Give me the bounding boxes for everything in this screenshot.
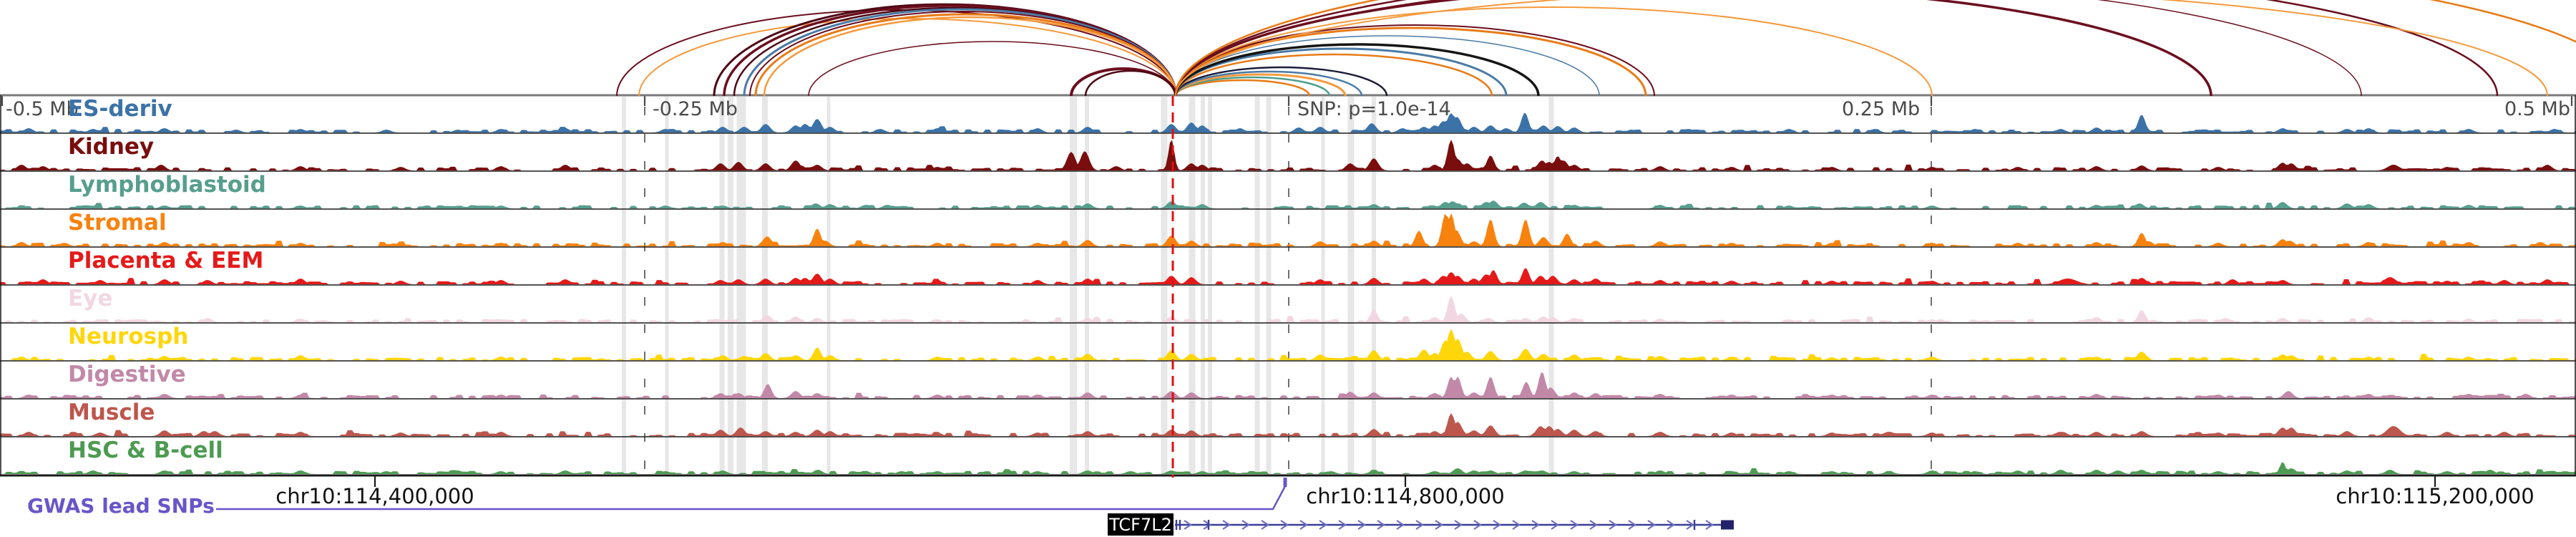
highlight-band <box>1347 97 1355 475</box>
highlight-band <box>1161 97 1168 475</box>
gene-strand-arrow-icon <box>1203 520 1211 530</box>
gene-strand-arrow-icon <box>1512 520 1521 530</box>
signal-area-lymphoblastoid <box>0 200 2576 208</box>
highlight-band <box>736 97 746 475</box>
track-label-muscle: Muscle <box>68 400 155 425</box>
gene-strand-arrow-icon <box>1299 520 1308 530</box>
gene-strand-arrow-icon <box>1493 520 1501 530</box>
gene-strand-arrow-icon <box>1184 520 1192 530</box>
gwas-lead-snps-label: GWAS lead SNPs <box>27 494 215 518</box>
gene-strand-arrow-icon <box>1454 520 1463 530</box>
gene-strand-arrow-icon <box>1338 520 1347 530</box>
interaction-arc <box>1175 6 1933 97</box>
highlight-band <box>1201 97 1205 475</box>
interaction-arc <box>616 9 1176 97</box>
highlight-band <box>1070 97 1077 475</box>
signal-area-eye <box>0 296 2576 322</box>
gene-strand-arrow-icon <box>1551 520 1559 530</box>
signal-area-muscle <box>0 413 2576 436</box>
track-label-es-deriv: ES-deriv <box>68 96 172 122</box>
gene-exon-tick <box>1179 520 1181 530</box>
interaction-arc <box>638 18 1176 97</box>
highlight-band <box>1548 97 1554 475</box>
track-label-neurosph: Neurosph <box>68 324 189 349</box>
gene-strand-arrow-icon <box>1589 520 1598 530</box>
highlight-band <box>719 97 725 475</box>
interaction-arc <box>1084 69 1177 97</box>
bottom-axis-coordinate-114400000: chr10:114,400,000 <box>275 484 474 508</box>
interaction-arc <box>808 41 1176 97</box>
track-label-hsc-b-cell: HSC & B-cell <box>68 437 223 463</box>
track-label-lymphoblastoid: Lymphoblastoid <box>68 172 266 198</box>
gene-strand-arrow-icon <box>1686 520 1694 530</box>
snp-pvalue-label: SNP: p=1.0e-14 <box>1297 98 1451 120</box>
signal-area-neurosph <box>0 329 2576 360</box>
gene-strand-arrow-icon <box>1609 520 1617 530</box>
gene-exon-tick <box>1693 520 1696 530</box>
highlight-band <box>728 97 733 475</box>
interaction-arc <box>1174 0 2499 97</box>
gene-strand-arrow-icon <box>1241 520 1250 530</box>
highlight-band <box>1372 97 1376 475</box>
gene-strand-arrow-icon <box>1222 520 1231 530</box>
gene-strand-arrow-icon <box>1647 520 1656 530</box>
gene-strand-arrow-icon <box>1415 520 1424 530</box>
track-label-stromal: Stromal <box>68 210 167 236</box>
signal-area-es-deriv <box>0 112 2576 132</box>
gene-exon-tick <box>1207 520 1210 530</box>
top-axis-tick-label-0-5mb: 0.5 Mb <box>2504 98 2570 120</box>
highlight-band <box>762 97 768 475</box>
bottom-axis-coordinate-114800000: chr10:114,800,000 <box>1306 484 1505 508</box>
gene-strand-arrow-icon <box>1570 520 1579 530</box>
top-axis-tick-label-minus-0-5mb: -0.5 Mb <box>6 98 79 120</box>
gene-strand-arrow-icon <box>1261 520 1269 530</box>
bottom-axis-coordinate-115200000: chr10:115,200,000 <box>2336 484 2534 508</box>
gene-strand-arrow-icon <box>1280 520 1289 530</box>
interaction-arc <box>1174 53 1493 97</box>
highlight-band <box>1085 97 1089 475</box>
top-axis-tick-label-minus-0-25mb: -0.25 Mb <box>653 98 738 120</box>
gene-strand-arrow-icon <box>1435 520 1443 530</box>
gwas-leader-line <box>216 485 1287 511</box>
highlight-band <box>1266 97 1272 475</box>
gene-strand-arrow-icon <box>1396 520 1405 530</box>
interaction-arc <box>1174 26 1647 97</box>
interaction-arc <box>1174 66 1388 97</box>
highlight-band <box>1208 97 1212 475</box>
gene-name-badge-tcf7l2: TCF7L2 <box>1108 513 1174 536</box>
highlight-band <box>1321 97 1325 475</box>
top-axis-tick-label-0-25mb: 0.25 Mb <box>1842 98 1921 120</box>
interaction-arc <box>763 16 1177 97</box>
gene-end-exon-block <box>1721 520 1734 530</box>
highlight-band <box>1254 97 1260 475</box>
track-label-kidney: Kidney <box>68 134 155 160</box>
gwas-lead-snp-tick <box>1283 478 1287 487</box>
highlight-band <box>1189 97 1196 475</box>
interaction-arc <box>1174 0 2576 97</box>
gene-strand-arrow-icon <box>1667 520 1675 530</box>
track-label-eye: Eye <box>68 286 113 311</box>
gene-strand-arrow-icon <box>1377 520 1385 530</box>
track-label-placenta-eem: Placenta & EEM <box>68 248 264 274</box>
highlight-band <box>665 97 669 475</box>
gene-strand-arrow-icon <box>1357 520 1366 530</box>
gene-exon-tick <box>1175 520 1178 530</box>
interaction-arc <box>1175 0 2362 97</box>
gene-strand-arrow-icon <box>1705 520 1714 530</box>
interaction-arc <box>1174 70 1363 97</box>
interaction-arc <box>1175 0 2548 97</box>
highlight-band <box>826 97 831 475</box>
signal-area-hsc-b-cell <box>0 462 2576 474</box>
track-label-digestive: Digestive <box>68 362 186 387</box>
gene-strand-arrow-icon <box>1473 520 1482 530</box>
interaction-arc <box>1174 43 1540 97</box>
gene-strand-arrow-icon <box>1628 520 1636 530</box>
highlight-band <box>622 97 626 475</box>
gene-strand-arrow-icon <box>1319 520 1327 530</box>
gene-strand-arrow-icon <box>1531 520 1540 530</box>
